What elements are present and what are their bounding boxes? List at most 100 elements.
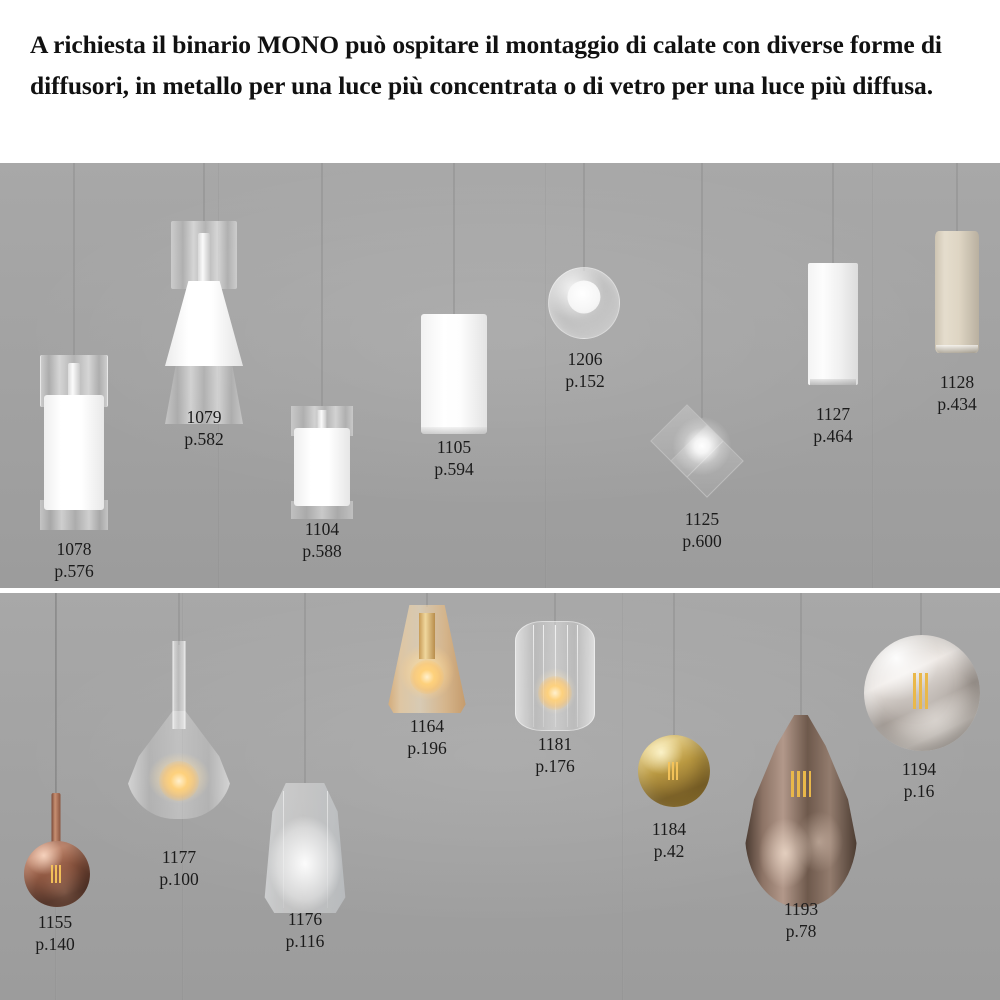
product-lamp-1127[interactable] <box>808 163 858 413</box>
lamp-cord <box>956 163 958 231</box>
product-code: 1078 <box>56 539 92 559</box>
filament-icon <box>51 865 63 883</box>
product-lamp-1193[interactable] <box>745 593 857 923</box>
product-page: p.594 <box>434 459 474 479</box>
light-bulb <box>538 676 572 710</box>
light-flare <box>673 416 731 475</box>
lamp-body-1194 <box>864 635 980 751</box>
product-page: p.196 <box>407 738 447 758</box>
lamp-cord <box>673 593 675 739</box>
product-lamp-1104[interactable] <box>291 163 353 519</box>
heading-block: A richiesta il binario MONO può ospitare… <box>0 0 1000 163</box>
product-page: p.152 <box>565 371 605 391</box>
bronze-teardrop-shade <box>745 715 857 907</box>
product-lamp-1164[interactable] <box>385 593 469 753</box>
product-label-1194: 1194 p.16 <box>867 758 971 802</box>
product-label-1164: 1164 p.196 <box>375 715 479 759</box>
glass-rib <box>533 625 534 727</box>
white-shade <box>294 428 350 506</box>
glass-rib <box>543 625 544 727</box>
lamp-cord <box>701 163 703 418</box>
lamp-cord <box>304 593 306 783</box>
product-page: p.140 <box>35 934 75 954</box>
lamp-cord <box>55 593 57 796</box>
white-tube-shade <box>808 263 858 385</box>
lamp-cord <box>800 593 802 717</box>
product-label-1078: 1078 p.576 <box>16 538 132 582</box>
product-label-1181: 1181 p.176 <box>503 733 607 777</box>
page-title: A richiesta il binario MONO può ospitare… <box>30 30 942 100</box>
product-label-1125: 1125 p.600 <box>650 508 754 552</box>
product-lamp-1105[interactable] <box>421 163 487 443</box>
product-lamp-1128[interactable] <box>935 163 979 373</box>
filament-icon <box>668 762 680 780</box>
product-code: 1104 <box>304 519 340 539</box>
glass-rib <box>577 625 578 727</box>
product-lamp-1079[interactable] <box>165 163 243 463</box>
lamp-body-1164 <box>385 605 469 713</box>
product-label-1155: 1155 p.140 <box>3 911 107 955</box>
lamp-cord <box>920 593 922 641</box>
lamp-cord <box>554 593 556 625</box>
light-bulb <box>410 660 444 694</box>
lamp-body-1206 <box>548 267 620 339</box>
lamp-body-1078 <box>40 355 108 540</box>
product-row-2-panel: 1155 p.140 1177 p.100 1176 <box>0 593 1000 1000</box>
lamp-body-1184 <box>638 735 710 807</box>
filament-icon <box>791 771 811 797</box>
lamp-body-1193 <box>745 715 857 907</box>
lamp-body-1127 <box>808 263 858 385</box>
lamp-body-1105 <box>421 314 487 434</box>
product-page: p.600 <box>682 531 722 551</box>
product-page: p.576 <box>54 561 94 581</box>
product-page: p.100 <box>159 869 199 889</box>
product-lamp-1194[interactable] <box>858 593 984 833</box>
product-lamp-1078[interactable] <box>40 163 108 530</box>
product-lamp-1206[interactable] <box>548 163 620 363</box>
product-label-1104: 1104 p.588 <box>270 518 374 562</box>
white-shade <box>44 395 104 510</box>
product-code: 1193 <box>783 899 819 919</box>
product-code: 1125 <box>684 509 720 529</box>
product-lamp-1177[interactable] <box>126 593 232 863</box>
product-code: 1177 <box>161 847 197 867</box>
lamp-body-1104 <box>291 406 353 524</box>
facet-edge <box>327 790 328 908</box>
light-bulb <box>567 280 601 314</box>
product-page: p.78 <box>785 921 817 941</box>
product-label-1079: 1079 p.582 <box>146 406 262 450</box>
lamp-cord <box>453 163 455 314</box>
glass-bottom <box>165 364 243 424</box>
product-row-1-panel: 1078 p.576 1079 p.582 <box>0 163 1000 588</box>
product-label-1184: 1184 p.42 <box>617 818 721 862</box>
lamp-cord <box>203 163 205 221</box>
product-code: 1105 <box>436 437 472 457</box>
lamp-body-1155 <box>24 841 90 907</box>
product-label-1127: 1127 p.464 <box>781 403 885 447</box>
product-lamp-1176[interactable] <box>257 593 353 933</box>
product-label-1176: 1176 p.116 <box>253 908 357 952</box>
lamp-body-1125 <box>650 404 749 503</box>
lamp-body-1079 <box>165 221 243 426</box>
product-label-1177: 1177 p.100 <box>127 846 231 890</box>
product-lamp-1184[interactable] <box>634 593 714 853</box>
lamp-body-1181 <box>515 621 595 731</box>
product-lamp-1155[interactable] <box>20 593 92 923</box>
white-cone-shade <box>165 281 243 366</box>
lamp-cord <box>321 163 323 406</box>
product-lamp-1181[interactable] <box>515 593 595 793</box>
faceted-glass-shade <box>264 783 346 913</box>
product-label-1193: 1193 p.78 <box>749 898 853 942</box>
wall-seam <box>622 593 624 1000</box>
lamp-cord <box>832 163 834 263</box>
filament-icon <box>913 673 931 709</box>
wall-seam <box>872 163 874 588</box>
product-label-1105: 1105 p.594 <box>402 436 506 480</box>
white-box-shade <box>421 314 487 434</box>
glass-neck <box>172 641 186 729</box>
product-label-1128: 1128 p.434 <box>905 371 1000 415</box>
lamp-cord <box>426 593 428 607</box>
product-lamp-1125[interactable] <box>650 163 749 503</box>
lamp-body-1176 <box>257 783 353 913</box>
